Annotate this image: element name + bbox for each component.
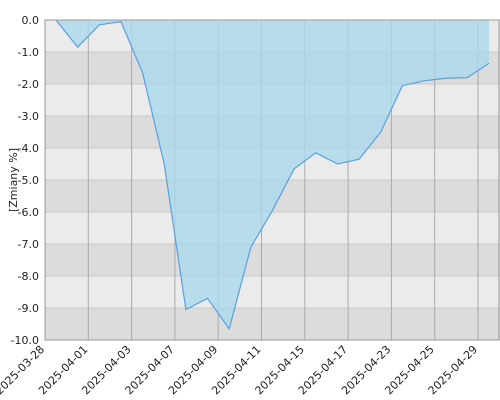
y-tick-label: -9.0 xyxy=(18,302,39,315)
y-tick-label: -5.0 xyxy=(18,174,39,187)
grid-band xyxy=(45,276,500,308)
y-tick-label: -4.0 xyxy=(18,142,39,155)
y-tick-label: -1.0 xyxy=(18,46,39,59)
y-tick-label: -6.0 xyxy=(18,206,39,219)
y-tick-label: -7.0 xyxy=(18,238,39,251)
plot-frame xyxy=(44,19,500,341)
grid-band xyxy=(45,212,500,244)
y-tick-label: -8.0 xyxy=(18,270,39,283)
area xyxy=(56,20,489,329)
y-tick-label: 0.0 xyxy=(22,14,40,27)
y-axis-label: [Zmiany %] xyxy=(7,148,20,212)
y-tick-label: -2.0 xyxy=(18,78,39,91)
y-tick-label: -10.0 xyxy=(11,334,39,347)
line xyxy=(55,19,490,331)
grid-band xyxy=(45,244,500,276)
grid-band xyxy=(45,308,500,340)
y-tick-label: -3.0 xyxy=(18,110,39,123)
